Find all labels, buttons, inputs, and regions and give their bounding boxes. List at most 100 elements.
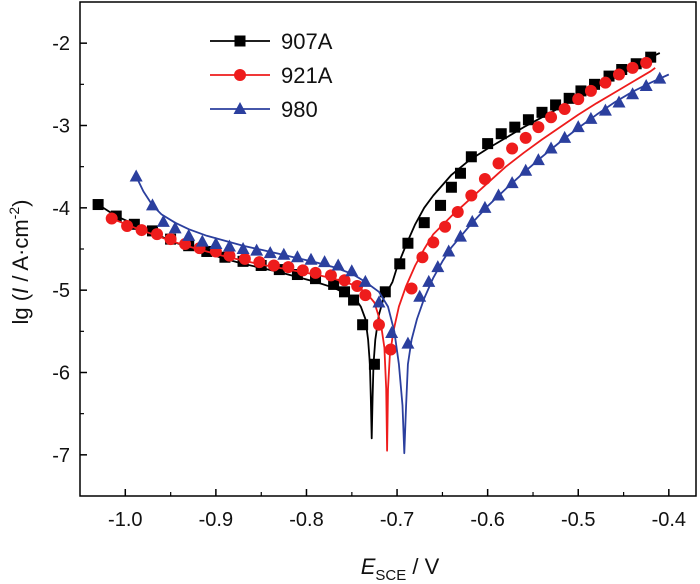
data-point-980-6 — [209, 237, 223, 250]
data-point-921A-17 — [351, 280, 364, 293]
data-point-980-27 — [478, 200, 492, 213]
x-tick-label: -0.5 — [561, 509, 595, 531]
data-point-921A-37 — [613, 68, 625, 81]
data-point-980-7 — [222, 239, 236, 252]
data-point-980-31 — [531, 153, 545, 166]
data-point-907A-13 — [328, 278, 340, 290]
series-line-921A — [111, 67, 656, 452]
ticks-layer: -1.0 -0.9 -0.8 -0.7 -0.6 -0.5 -0.4 -7 -6 -5 -4 -3 -2 — [52, 33, 686, 531]
legend-item-921A: 921A — [210, 63, 333, 88]
x-tick-label: -0.9 — [199, 509, 233, 531]
data-point-921A-5 — [179, 238, 192, 251]
data-point-980-39 — [639, 78, 653, 91]
data-point-921A-4 — [164, 233, 177, 246]
data-point-907A-22 — [435, 199, 447, 211]
x-axis-title: ESCE / V — [361, 554, 440, 584]
data-point-921A-3 — [151, 228, 163, 241]
data-point-980-38 — [626, 87, 640, 100]
data-point-980-23 — [431, 260, 445, 273]
data-point-907A-19 — [394, 258, 406, 270]
data-point-921A-33 — [558, 103, 571, 116]
data-point-980-15 — [331, 258, 345, 271]
data-point-980-0 — [129, 169, 143, 182]
data-point-907A-16 — [357, 319, 369, 331]
data-point-907A-27 — [495, 128, 507, 140]
data-point-921A-35 — [584, 84, 597, 97]
data-point-907A-2 — [128, 218, 140, 230]
data-point-907A-17 — [368, 358, 380, 370]
legend-label: 980 — [281, 97, 318, 122]
legend-label: 921A — [281, 63, 333, 88]
data-point-907A-10 — [273, 264, 285, 276]
data-point-980-16 — [345, 264, 359, 277]
y-axis-title: lg (I / A·cm-2) — [6, 200, 33, 325]
data-point-980-35 — [584, 111, 598, 124]
data-point-921A-26 — [465, 189, 478, 202]
data-point-921A-2 — [135, 224, 148, 237]
data-point-921A-36 — [599, 76, 612, 89]
x-tick-label: -0.6 — [470, 509, 504, 531]
data-point-907A-29 — [522, 114, 534, 126]
series-layer — [92, 51, 670, 455]
data-point-980-28 — [492, 188, 506, 201]
data-point-921A-12 — [282, 261, 295, 274]
legend-marker-921A — [234, 69, 246, 81]
data-point-907A-26 — [482, 138, 494, 150]
data-point-921A-39 — [640, 56, 653, 69]
data-point-980-13 — [304, 252, 318, 265]
data-point-921A-22 — [416, 251, 429, 264]
data-point-907A-0 — [92, 199, 104, 211]
data-point-907A-14 — [339, 286, 351, 298]
data-point-907A-31 — [550, 99, 562, 111]
data-point-921A-24 — [439, 220, 452, 233]
data-point-980-36 — [598, 103, 612, 116]
data-point-907A-18 — [379, 286, 391, 298]
data-point-921A-25 — [451, 205, 464, 218]
data-point-980-14 — [318, 255, 332, 268]
data-point-921A-38 — [626, 61, 639, 74]
data-point-980-8 — [236, 242, 250, 254]
data-point-980-19 — [385, 325, 399, 338]
data-point-921A-9 — [238, 252, 251, 265]
data-point-907A-38 — [645, 51, 657, 63]
data-point-907A-35 — [603, 70, 615, 82]
data-point-921A-29 — [506, 142, 519, 155]
data-point-921A-18 — [359, 289, 372, 302]
y-tick-label: -6 — [52, 363, 70, 385]
data-point-921A-32 — [545, 111, 558, 124]
data-point-980-34 — [571, 120, 585, 133]
data-point-921A-20 — [384, 343, 397, 356]
data-point-921A-27 — [478, 173, 491, 186]
data-point-980-22 — [422, 274, 436, 287]
data-point-907A-11 — [291, 269, 303, 281]
data-point-980-32 — [544, 141, 558, 154]
data-point-980-9 — [250, 243, 264, 256]
data-point-921A-15 — [324, 269, 337, 282]
data-point-921A-19 — [372, 318, 385, 331]
x-tick-label: -0.4 — [652, 509, 686, 531]
y-tick-label: -4 — [52, 198, 70, 220]
y-tick-label: -3 — [52, 116, 70, 138]
y-axis-prefix: lg ( — [8, 293, 33, 324]
data-point-980-11 — [277, 247, 291, 260]
y-axis-var: I — [8, 288, 33, 294]
data-point-907A-33 — [575, 85, 587, 97]
data-point-980-4 — [182, 228, 196, 241]
data-point-921A-14 — [309, 266, 322, 279]
data-point-907A-23 — [445, 181, 457, 193]
x-axis-unit: / V — [406, 554, 439, 579]
y-tick-label: -5 — [52, 280, 70, 302]
data-point-980-5 — [195, 234, 209, 247]
series-921A — [105, 56, 656, 452]
data-point-907A-25 — [465, 151, 477, 163]
data-point-980-24 — [442, 244, 456, 257]
data-point-907A-28 — [509, 121, 521, 133]
data-point-921A-23 — [427, 236, 440, 249]
data-point-921A-0 — [105, 212, 118, 225]
y-axis-suffix: ) — [8, 200, 33, 207]
data-point-980-26 — [465, 214, 479, 227]
data-point-980-3 — [168, 221, 182, 234]
legend-marker-980 — [233, 102, 247, 114]
data-point-980-33 — [558, 130, 572, 143]
